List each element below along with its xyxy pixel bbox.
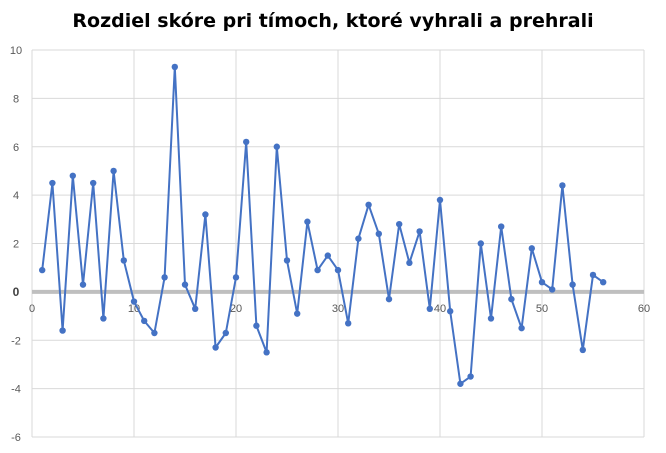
y-tick-label: 10 [10, 45, 22, 57]
data-point [549, 286, 556, 293]
x-tick-label: 30 [332, 303, 344, 315]
data-point [385, 295, 393, 303]
x-tick-label: 20 [230, 303, 242, 315]
chart-title: Rozdiel skóre pri tímoch, ktoré vyhrali … [72, 10, 594, 32]
data-point [436, 196, 444, 204]
data-point [375, 230, 382, 238]
data-point [467, 373, 474, 380]
y-tick-label: -4 [11, 384, 21, 396]
data-point [579, 346, 586, 354]
data-point [487, 315, 495, 322]
y-tick-label: 8 [13, 93, 19, 105]
data-series [39, 63, 607, 387]
data-point [345, 320, 352, 327]
data-point [416, 228, 423, 235]
data-point [79, 281, 87, 288]
data-point [283, 257, 291, 264]
data-point [569, 281, 576, 288]
data-point [314, 266, 321, 274]
data-point [600, 279, 607, 286]
data-point [498, 223, 505, 230]
data-point [559, 182, 566, 189]
data-point [396, 220, 403, 228]
data-point [100, 315, 107, 322]
data-point [304, 218, 311, 225]
data-point [528, 245, 535, 252]
x-tick-label: 0 [29, 303, 35, 315]
data-point [508, 295, 515, 303]
series-line [41, 65, 604, 385]
data-point [141, 317, 148, 325]
data-point [324, 252, 331, 259]
data-point [39, 266, 46, 274]
data-point [130, 298, 138, 305]
data-point [151, 329, 158, 337]
data-point [426, 305, 433, 313]
y-tick-label: 0 [13, 285, 20, 299]
y-tick-label: -6 [11, 432, 21, 444]
data-point [447, 308, 454, 315]
data-point [243, 138, 250, 146]
data-point [538, 279, 546, 286]
data-point [192, 305, 199, 313]
data-point [365, 201, 372, 208]
y-tick-label: 4 [13, 190, 19, 202]
data-point [120, 257, 128, 264]
data-point [49, 179, 56, 187]
y-tick-label: 6 [13, 142, 19, 154]
data-point [294, 310, 301, 317]
data-point [90, 179, 97, 187]
data-point [222, 329, 229, 337]
x-tick-label: 40 [434, 303, 446, 315]
x-tick-label: 50 [536, 303, 548, 315]
data-point [161, 274, 168, 281]
data-point [273, 143, 280, 150]
data-point [69, 172, 77, 179]
x-tick-label: 60 [638, 303, 650, 315]
data-point [59, 327, 66, 334]
data-point [181, 281, 189, 288]
data-point [477, 240, 484, 247]
data-point [110, 167, 117, 175]
y-tick-label: -2 [11, 335, 21, 347]
data-point [253, 322, 260, 329]
data-point [171, 63, 178, 71]
data-point [212, 344, 219, 351]
data-point [589, 271, 597, 279]
data-point [518, 324, 525, 332]
data-point [232, 274, 240, 281]
data-point [263, 349, 270, 356]
data-point [355, 235, 362, 242]
data-point [202, 211, 209, 218]
data-point [406, 259, 413, 267]
data-point [334, 266, 342, 274]
data-point [457, 380, 464, 387]
gridlines [31, 49, 645, 438]
y-tick-label: 2 [13, 239, 19, 251]
